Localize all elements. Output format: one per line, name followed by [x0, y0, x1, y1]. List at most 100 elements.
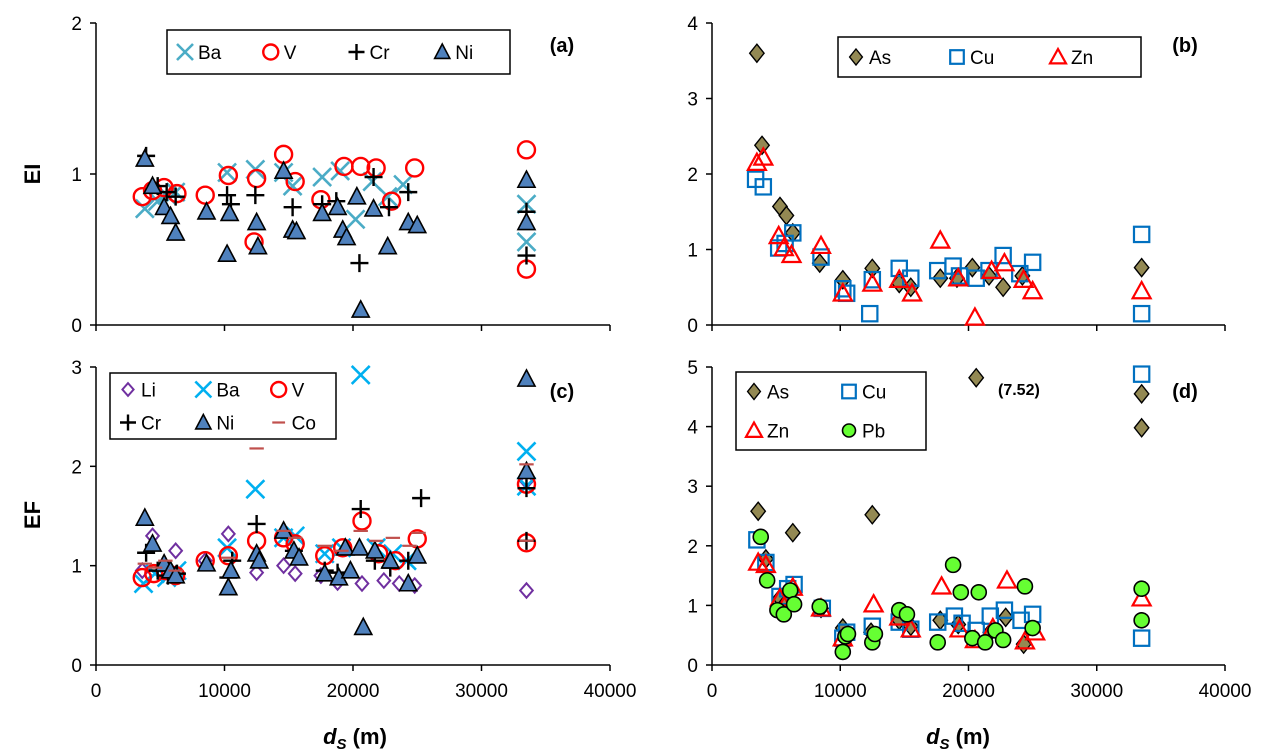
data-point-ni	[407, 545, 428, 564]
data-point-ba	[516, 232, 537, 252]
data-point-ni	[380, 549, 401, 569]
data-point-ni	[142, 533, 163, 552]
data-point-v	[246, 168, 267, 189]
data-point-cu	[1132, 225, 1151, 244]
data-point-ba	[314, 543, 335, 564]
legend-marker-pb	[841, 423, 857, 438]
panel-c-label: (c)	[550, 381, 574, 403]
data-point-ni	[407, 214, 428, 234]
data-point-cr	[364, 168, 383, 187]
data-point-v	[144, 563, 164, 584]
data-point-ba	[330, 161, 351, 181]
data-point-pb	[781, 582, 799, 599]
series-v	[132, 474, 537, 588]
data-point-cr	[517, 246, 536, 265]
y-tick-label: 0	[687, 316, 698, 337]
data-point-as	[753, 135, 771, 156]
data-point-zn	[964, 306, 986, 326]
data-point-cu	[994, 246, 1012, 265]
data-point-cr	[379, 198, 398, 217]
data-point-zn	[746, 151, 768, 171]
data-point-ni	[134, 507, 155, 526]
data-point-pb	[929, 634, 947, 651]
y-tick-label: 4	[687, 14, 698, 35]
data-point-ni	[246, 211, 267, 231]
data-point-cu	[1132, 629, 1151, 647]
legend-label-cr: Cr	[141, 414, 162, 435]
series-cr	[137, 479, 536, 587]
panel-d-label: (d)	[1172, 381, 1198, 403]
data-point-as	[784, 522, 801, 543]
data-point-cr	[350, 254, 369, 273]
data-point-cu	[944, 257, 962, 275]
y-tick-label: 2	[71, 457, 82, 478]
y-tick-label: 3	[687, 90, 698, 111]
legend-marker-v	[269, 380, 288, 399]
legend-marker-ba	[194, 380, 213, 399]
data-point-ba	[134, 198, 155, 219]
y-tick-label: 5	[687, 358, 698, 379]
x-tick-label: 30000	[455, 681, 508, 702]
data-point-pb	[866, 625, 884, 643]
data-point-cu	[1023, 605, 1042, 624]
data-point-pb	[758, 572, 776, 589]
data-point-ni	[196, 552, 217, 572]
data-point-cr	[399, 183, 418, 202]
data-point-ni	[353, 616, 374, 636]
data-point-zn	[1012, 268, 1035, 288]
data-point-as	[1133, 257, 1150, 278]
data-point-zn	[1021, 279, 1044, 300]
data-point-cu	[890, 259, 908, 278]
legend-marker-as	[848, 47, 864, 67]
data-point-ni	[160, 205, 181, 225]
panel-d: (d) (7.52) dS (m) 0 1 2 3 4 5 0 10000 20000 30000…	[687, 358, 1251, 753]
data-point-cu	[928, 613, 947, 631]
y-tick-label: 2	[687, 165, 698, 186]
data-point-as	[968, 367, 985, 388]
series-ni	[134, 148, 537, 318]
data-point-ni	[398, 572, 419, 592]
data-point-zn	[996, 569, 1018, 589]
panel-c: EF (c) dS (m) 0 1 2 3 0 10000 20000 30000 40000 L…	[20, 358, 636, 753]
x-tick-label: 40000	[1199, 681, 1252, 702]
legend-label-zn: Zn	[1071, 48, 1093, 69]
data-point-ba	[350, 365, 371, 385]
series-zn	[746, 146, 1153, 326]
data-point-cu	[1023, 253, 1042, 272]
y-tick-label: 1	[687, 241, 698, 262]
data-point-ni	[377, 235, 398, 255]
legend-marker-ba	[176, 43, 194, 61]
data-point-zn	[862, 592, 885, 613]
data-point-li	[275, 556, 292, 575]
data-point-v	[195, 185, 215, 205]
legend-label-ni: Ni	[216, 414, 234, 435]
data-point-cu	[1011, 264, 1029, 283]
data-point-cr	[218, 186, 237, 205]
legend-marker-cu	[841, 383, 857, 400]
panel-d-annotation: (7.52)	[998, 382, 1040, 399]
data-point-as	[1133, 417, 1150, 438]
data-point-cu	[1132, 304, 1151, 323]
data-point-cu	[834, 280, 852, 298]
data-point-as	[864, 258, 881, 279]
y-tick-label: 0	[71, 656, 82, 677]
x-tick-label: 30000	[1070, 681, 1123, 702]
data-point-li	[376, 571, 392, 590]
data-point-pb	[1133, 611, 1150, 629]
data-point-zn	[1130, 279, 1153, 300]
legend-box	[735, 371, 927, 451]
data-point-cu	[860, 304, 879, 323]
data-point-ba	[377, 186, 398, 207]
x-tick-label: 20000	[942, 681, 995, 702]
panel-d-xlabel: dS (m)	[926, 724, 990, 753]
data-point-ni	[516, 211, 537, 231]
data-point-ni	[289, 547, 309, 566]
y-tick-label: 4	[687, 418, 698, 439]
data-point-pb	[1133, 580, 1150, 598]
data-point-ni	[350, 299, 371, 318]
data-point-cr	[351, 500, 370, 519]
legend-marker-ni	[194, 412, 213, 430]
data-point-v	[218, 165, 239, 186]
data-point-cu	[1132, 365, 1151, 383]
